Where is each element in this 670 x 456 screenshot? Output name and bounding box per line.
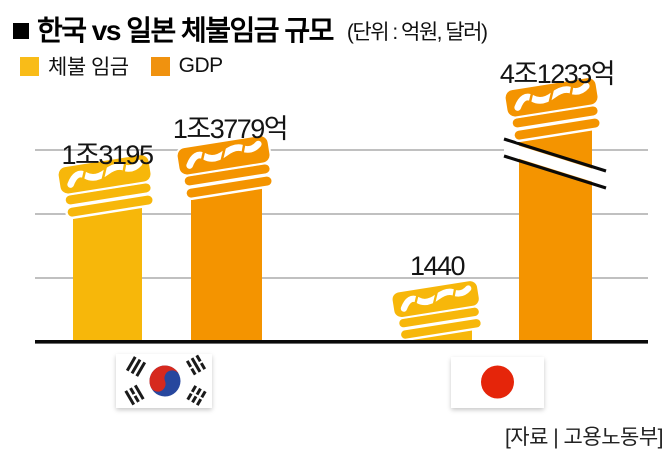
value-label-japan-gdp: 4조1233억 [499, 59, 616, 89]
chart-legend: 체불 임금 GDP [20, 51, 223, 81]
value-label-korea-gdp: 1조3779억 [172, 114, 289, 144]
bar-korea-wage [73, 200, 142, 341]
axis-break-line-upper [503, 137, 607, 173]
chart-header: 한국 vs 일본 체불임금 규모 (단위 : 억원, 달러) [13, 9, 488, 49]
japan-flag [451, 357, 544, 408]
chart-title: 한국 vs 일본 체불임금 규모 [37, 15, 334, 46]
bar-korea-gdp [191, 183, 262, 341]
taegeuk-icon [149, 365, 181, 397]
value-label-korea-wage: 1조3195 [61, 140, 154, 170]
legend-label-wage: 체불 임금 [48, 56, 129, 79]
legend-swatch-wage-icon [20, 56, 39, 76]
value-label-japan-wage: 1440 [409, 251, 466, 281]
korea-flag [116, 354, 212, 408]
trigram-ri-icon [124, 384, 145, 406]
trigram-gon-icon [186, 385, 207, 406]
trigram-gam-icon [185, 354, 207, 376]
axis-break-mask [504, 141, 606, 186]
legend-label-gdp: GDP [178, 54, 224, 77]
unit-note: (단위 : 억원, 달러) [346, 21, 488, 44]
x-axis-baseline [35, 340, 648, 344]
axis-break-line-lower [503, 154, 607, 190]
legend-swatch-gdp-icon [150, 56, 170, 76]
hinomaru-icon [481, 365, 514, 399]
source-credit: [자료 | 고용노동부] [504, 426, 664, 449]
title-bullet-icon [13, 22, 29, 39]
trigram-geon-icon [125, 356, 147, 377]
